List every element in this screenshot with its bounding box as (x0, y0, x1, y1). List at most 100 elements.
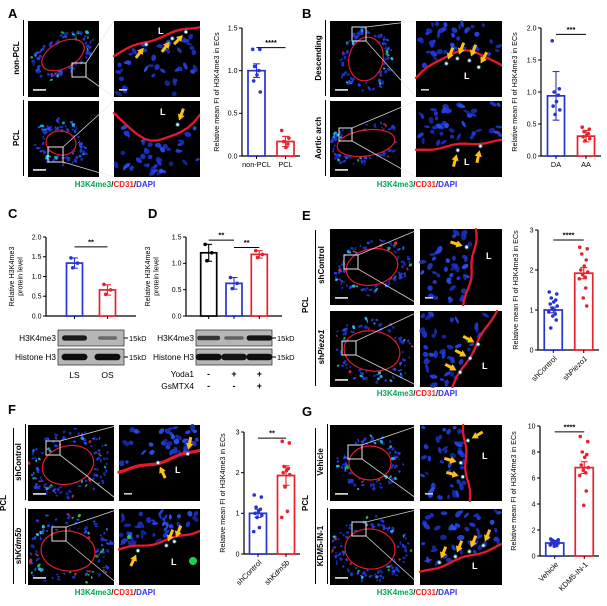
data-dot (550, 314, 555, 318)
y-tick-label: 0 (532, 553, 536, 560)
y-tick-label: 0.0 (172, 313, 182, 320)
lumen-label: L (482, 361, 488, 371)
data-dot (281, 139, 286, 144)
roi-box (47, 146, 64, 163)
panel-c-label: C (8, 206, 18, 221)
vessel-zoom-image: L (419, 310, 502, 388)
roi-connector (361, 458, 421, 502)
chart-e: 0 1 2 3 Relative mean FI of H3K4me3 in ECs sh… (512, 208, 607, 394)
protein-band (246, 353, 273, 361)
x-tick-label: Vehicle (537, 560, 560, 583)
data-dot (585, 439, 590, 444)
roi-connector (357, 228, 421, 256)
cd31-line (418, 542, 502, 573)
vessel-zoom-image: L (112, 101, 200, 177)
scale-bar (33, 577, 46, 579)
roi-box (351, 26, 367, 42)
data-dot (548, 326, 553, 330)
roi-connector (65, 508, 120, 528)
row-label-non-pcl: non-PCL (12, 20, 24, 96)
cd31-ring (348, 36, 384, 82)
roi-box (45, 440, 61, 456)
data-dot (279, 128, 284, 133)
panel-g-label: G (302, 404, 313, 419)
treatment-value: - (233, 381, 236, 391)
micrograph-pair: L (330, 100, 502, 178)
row-label-aortic-arch: Aortic arch (314, 100, 326, 176)
blot-row-label: H3K4me3 (19, 333, 56, 343)
western-blot-image: H3K4me3 15kD Histone H3 15kD LS OS (15, 329, 146, 380)
protein-band (246, 335, 273, 341)
scale-bar (335, 379, 348, 381)
data-dot (281, 470, 285, 475)
data-dot (582, 455, 587, 459)
data-dot (584, 452, 589, 457)
data-dot (583, 275, 588, 279)
data-dot (108, 288, 113, 292)
panel-e: E PCL shControl shPiezo1 L L H3K4me3/CD3… (300, 200, 607, 400)
lumen-label: L (486, 251, 492, 261)
group-bracket (13, 428, 15, 584)
protein-band (98, 336, 117, 340)
data-dot (581, 503, 586, 508)
data-dot (75, 261, 80, 265)
bar (248, 512, 268, 555)
bar (65, 262, 84, 317)
data-dot (585, 247, 590, 251)
vessel-zoom-image: L (418, 508, 502, 585)
roi-box (351, 521, 367, 537)
group-label-pcl: PCL (0, 495, 8, 511)
data-dot (253, 248, 258, 253)
bar-chart-e: 0 1 2 3 Relative mean FI of H3K4me3 in ECs sh… (512, 227, 599, 383)
bar (574, 466, 595, 557)
stain-caption: H3K4me3/CD31/DAPI (74, 588, 156, 597)
data-dot (252, 64, 257, 69)
vessel-overview-image (28, 101, 99, 177)
cd31-ring (41, 38, 85, 72)
cd31-ring (45, 130, 77, 156)
micrograph-pair: L (28, 508, 200, 586)
data-dot (548, 302, 553, 306)
y-tick-label: 8 (532, 449, 536, 456)
scale-bar (335, 297, 348, 299)
roi-connector (59, 454, 120, 502)
micrograph-row: L (330, 20, 502, 98)
treatment-value: + (231, 369, 236, 379)
roi-connector (357, 268, 421, 306)
cd31-line (461, 424, 472, 502)
data-dot (553, 112, 557, 117)
data-dot (587, 127, 592, 131)
micrograph-row: L (330, 508, 502, 586)
arrow-icon (469, 535, 478, 548)
roi-connector (85, 76, 115, 98)
y-axis-label: Relative H3K4me3 (7, 247, 16, 307)
protein-band (221, 353, 247, 361)
scale-bar (335, 493, 348, 495)
roi-box (341, 340, 357, 356)
western-blot-image: H3K4me3 15kD Histone H3 15kD Yoda1 - + + GsMTX4 -… (153, 329, 295, 391)
data-dot (228, 275, 233, 280)
arrow-icon (172, 34, 183, 46)
lumen-label: L (464, 157, 470, 167)
data-dot (580, 273, 585, 277)
data-dot (555, 304, 560, 308)
data-dot (70, 266, 75, 270)
protein-band (195, 353, 222, 361)
data-dot (259, 513, 264, 518)
scale-bar (335, 169, 348, 171)
data-dot (251, 79, 256, 83)
arrow-icon (129, 554, 137, 567)
vessel-overview-image (330, 311, 414, 387)
y-tick-label: 1.5 (228, 25, 238, 32)
cd31-ring (40, 530, 96, 572)
scale-bar (124, 493, 132, 495)
micrograph-row: L (330, 100, 502, 178)
data-dot (581, 468, 586, 472)
sig-stars: ** (269, 429, 275, 438)
y-axis-label: Relative mean FI of H3K4me3 in ECs (212, 32, 221, 152)
cd31-line (451, 310, 499, 388)
data-dot (577, 245, 582, 249)
y-tick-label: 1.0 (228, 68, 238, 75)
panel-g: G PCL Vehicle KDM5-IN-1 L L H3K4me3/CD31… (300, 398, 607, 606)
panel-c: C 0.0 0.5 1.0 1.5 2.0 Relative H3K4me3 protein… (6, 200, 146, 400)
